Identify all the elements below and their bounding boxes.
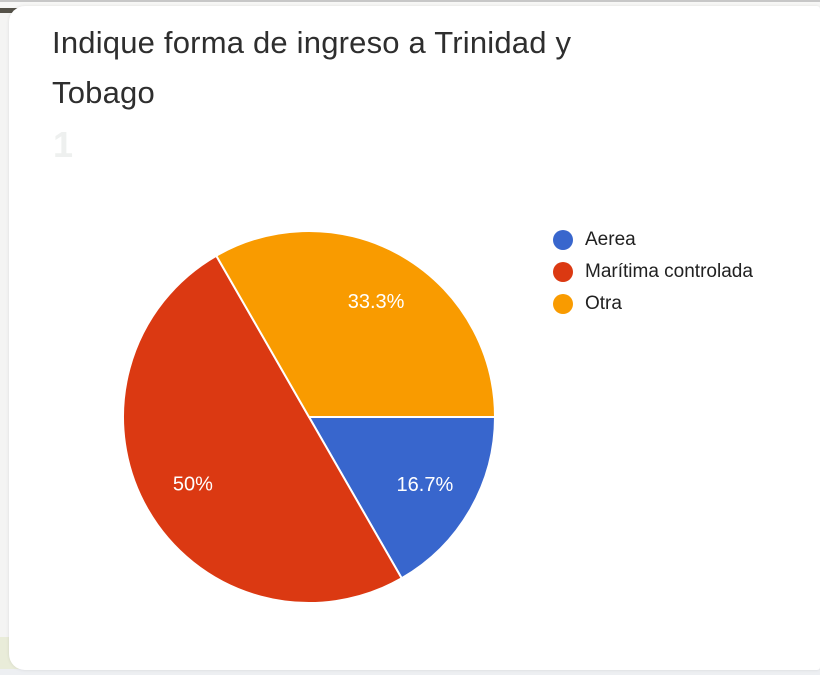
faint-response-count-artifact: 1 xyxy=(53,124,74,165)
question-title: Indique forma de ingreso a Trinidad y To… xyxy=(52,25,572,110)
page-background-bottom xyxy=(0,669,820,675)
legend-dot-maritima-controlada xyxy=(553,262,573,282)
pie-slice-otra[interactable] xyxy=(214,229,497,418)
slice-label-aerea: 16.7% xyxy=(397,474,454,496)
legend-item-otra: Otra xyxy=(553,293,753,314)
chart-legend: Aerea Marítima controlada Otra xyxy=(553,229,753,326)
top-border-line xyxy=(0,0,820,2)
form-results-card: Indique forma de ingreso a Trinidad y To… xyxy=(9,6,820,670)
legend-dot-otra xyxy=(553,294,573,314)
legend-item-maritima-controlada: Marítima controlada xyxy=(553,261,753,282)
legend-item-aerea: Aerea xyxy=(553,229,753,250)
slice-label-maritima-controlada: 50% xyxy=(173,474,213,496)
pie-slice-maritima-controlada[interactable] xyxy=(122,254,404,604)
page-background-top xyxy=(0,2,820,8)
legend-label-aerea: Aerea xyxy=(585,229,636,250)
pie-slice-aerea[interactable] xyxy=(307,416,497,580)
legend-label-otra: Otra xyxy=(585,293,622,314)
legend-dot-aerea xyxy=(553,230,573,250)
pie-chart: 16.7% 50% 33.3% xyxy=(122,229,497,604)
slice-label-otra: 33.3% xyxy=(348,291,405,313)
legend-label-maritima-controlada: Marítima controlada xyxy=(585,261,753,282)
